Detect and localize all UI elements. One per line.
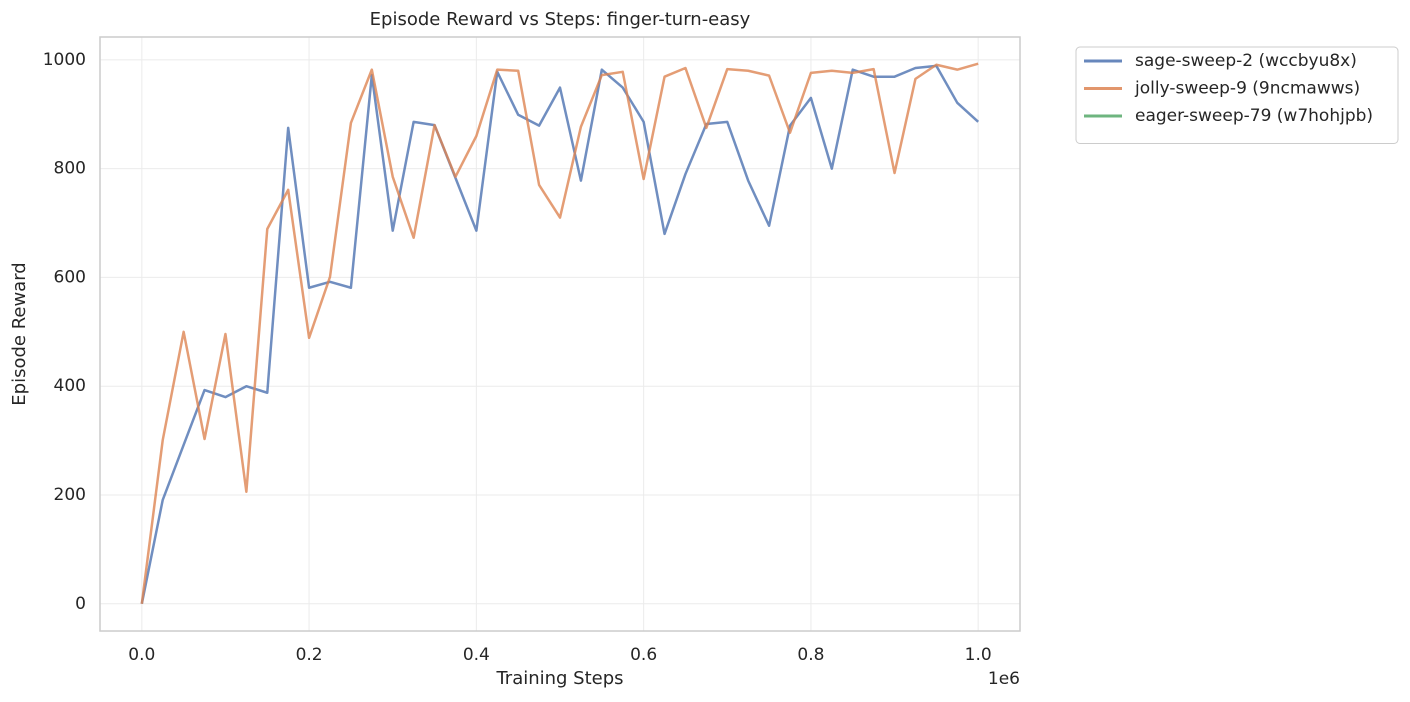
y-tick-label: 1000 xyxy=(43,50,86,70)
x-tick-label: 0.4 xyxy=(463,645,490,665)
x-tick-label: 0.2 xyxy=(296,645,323,665)
legend-label: jolly-sweep-9 (9ncmawws) xyxy=(1134,79,1360,99)
y-tick-label: 0 xyxy=(75,594,86,614)
legend-box xyxy=(1075,46,1399,144)
legend-label: sage-sweep-2 (wccbyu8x) xyxy=(1135,51,1357,71)
y-axis-label: Episode Reward xyxy=(9,262,30,405)
x-tick-label: 0.0 xyxy=(128,645,155,665)
y-tick-label: 400 xyxy=(54,376,86,396)
y-tick-label: 200 xyxy=(54,485,86,505)
x-axis-label: Training Steps xyxy=(495,668,623,689)
series-line xyxy=(140,62,979,604)
plot-frame xyxy=(99,36,1021,632)
legend-label: eager-sweep-79 (w7hohjpb) xyxy=(1135,106,1373,126)
y-tick-label: 800 xyxy=(54,159,86,179)
chart-title: Episode Reward vs Steps: finger-turn-eas… xyxy=(370,9,751,30)
series-line xyxy=(140,64,980,605)
x-tick-label: 0.8 xyxy=(797,645,824,665)
x-offset-label: 1e6 xyxy=(988,669,1020,689)
x-tick-label: 0.6 xyxy=(630,645,657,665)
y-tick-label: 600 xyxy=(54,267,86,287)
x-tick-label: 1.0 xyxy=(965,645,992,665)
